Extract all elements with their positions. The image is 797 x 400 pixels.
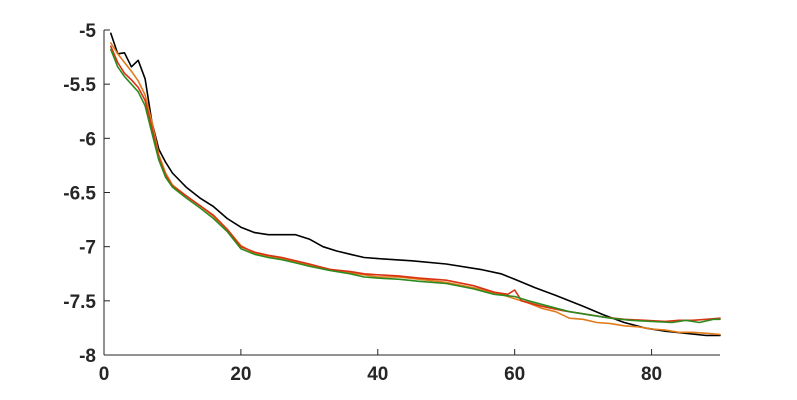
y-tick-label: -7.5 <box>63 292 96 313</box>
y-tick-label: -5.5 <box>63 75 96 96</box>
series-line-1 <box>110 32 721 337</box>
x-tick-label: 40 <box>367 364 388 385</box>
series-line-2 <box>110 42 721 336</box>
x-tick-label: 0 <box>99 364 110 385</box>
x-axis-ticks: 0 20 40 60 80 <box>99 349 662 385</box>
y-tick-label: -7 <box>79 238 96 259</box>
series-group <box>110 32 721 337</box>
series-line-4 <box>110 48 721 324</box>
y-tick-label: -6.5 <box>63 184 96 205</box>
y-axis-ticks: -5 -5.5 -6 -6.5 -7 -7.5 -8 <box>63 21 110 367</box>
y-tick-label: -6 <box>79 129 96 150</box>
x-tick-label: 20 <box>230 364 251 385</box>
y-tick-label: -8 <box>79 346 96 367</box>
series-line-3 <box>110 45 721 323</box>
x-tick-label: 80 <box>641 364 662 385</box>
x-tick-label: 60 <box>504 364 525 385</box>
y-tick-label: -5 <box>79 21 96 42</box>
